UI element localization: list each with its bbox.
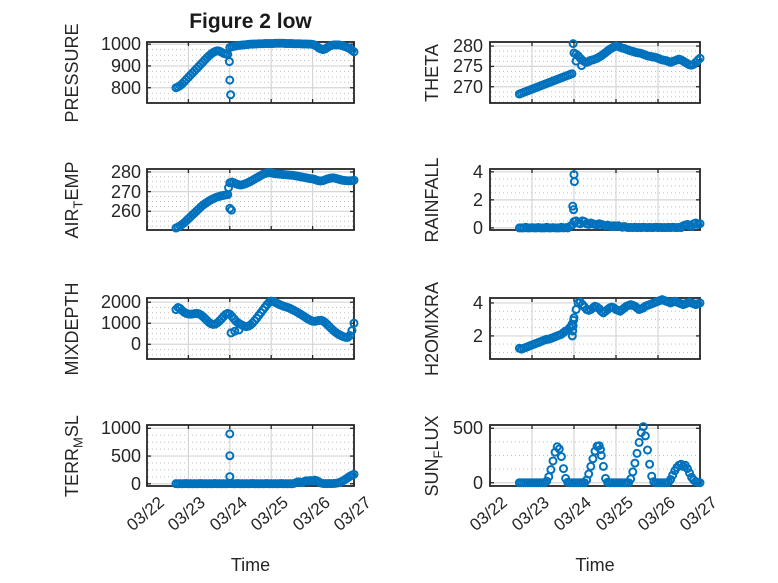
panel-mixdepth: [146, 296, 359, 360]
panel-pressure: [146, 38, 359, 104]
theta-ytick-label: 275: [452, 56, 483, 77]
sun-flux-ytick-label: 0: [472, 472, 483, 493]
mixdepth-ytick-label: 2000: [100, 292, 141, 313]
figure-title: Figure 2 low: [189, 10, 312, 33]
pressure-ytick-label: 1000: [100, 34, 141, 55]
terr-msl-ylabel-part: M: [70, 436, 86, 448]
air-temp-ytick-label: 280: [110, 161, 141, 182]
air-temp-ylabel-part: EMP: [62, 161, 82, 201]
panel-rainfall: [489, 168, 705, 233]
pressure-ytick-label: 800: [110, 77, 141, 98]
panel-theta: [489, 39, 705, 104]
panel-air-temp: [146, 168, 359, 233]
sun-flux-ytick-label: 500: [452, 418, 483, 439]
theta-ytick-label: 270: [452, 76, 483, 97]
terr-msl-ylabel-part: SL: [62, 414, 82, 437]
air-temp-data-markers: [171, 168, 359, 233]
panel-h2omixra: [489, 295, 705, 360]
air-temp-axes-box: [146, 168, 355, 231]
x-axis-label-left: Time: [230, 555, 271, 575]
sun-flux-data-markers: [514, 422, 705, 488]
pressure-ytick-label: 900: [110, 55, 141, 76]
rainfall-data-markers: [514, 170, 705, 233]
x-axis-label-right: Time: [575, 555, 615, 575]
mixdepth-minor-grid: [148, 306, 353, 356]
terr-msl-ytick-label: 0: [130, 473, 141, 494]
terr-msl-ytick-label: 1000: [100, 418, 141, 439]
sun-flux-ylabel-part: SUN: [422, 457, 442, 496]
sun-flux-ylabel-part: F: [430, 450, 446, 458]
h2omixra-ytick-label: 4: [472, 292, 483, 313]
rainfall-ytick-label: 0: [472, 217, 483, 238]
terr-msl-ylabel: TERRMSL: [60, 346, 86, 566]
terr-msl-data-markers: [171, 429, 359, 489]
h2omixra-ytick-label: 2: [472, 325, 483, 346]
mixdepth-ytick-label: 0: [130, 334, 141, 355]
terr-msl-ylabel-part: TERR: [62, 447, 82, 497]
theta-ytick-label: 280: [452, 36, 483, 57]
panel-terr-msl: [146, 424, 359, 489]
air-temp-ytick-label: 270: [110, 181, 141, 202]
air-temp-ytick-label: 260: [110, 201, 141, 222]
rainfall-ytick-label: 2: [472, 189, 483, 210]
pressure-data-markers: [171, 38, 359, 100]
sun-flux-ylabel-part: LUX: [422, 415, 442, 451]
sun-flux-ylabel: SUNFLUX: [420, 346, 446, 566]
mixdepth-ytick-label: 1000: [100, 313, 141, 334]
terr-msl-ytick-label: 500: [110, 446, 141, 467]
rainfall-axes-box: [489, 168, 701, 231]
terr-msl-major-grid: [147, 425, 354, 486]
panel-sun-flux: [489, 422, 705, 488]
theta-data-markers: [514, 39, 705, 99]
air-temp-ylabel-part: T: [70, 200, 86, 208]
air-temp-major-grid: [147, 169, 354, 230]
rainfall-ytick-label: 4: [472, 161, 483, 182]
h2omixra-data-markers: [514, 295, 705, 354]
mixdepth-data-markers: [171, 296, 359, 342]
